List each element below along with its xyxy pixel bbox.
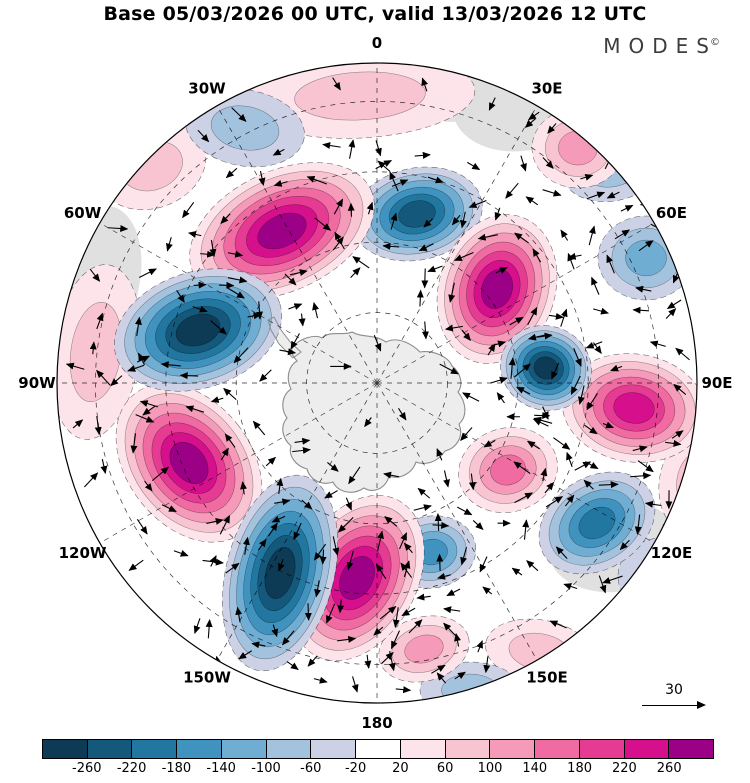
vector-reference-arrow-icon [642,701,706,709]
lon-label-120W: 120W [59,544,107,562]
colorbar-segment [43,740,88,758]
negative-anomaly-center [500,325,592,411]
map-boundary [56,62,698,704]
colorbar-tick-label: 60 [436,761,454,776]
colorbar-tick-label: 220 [611,761,637,776]
colorbar-segment [490,740,536,758]
colorbar-segment [535,740,580,758]
colorbar-segment [624,740,670,758]
anomaly-field [57,63,697,703]
positive-anomaly-center [189,162,375,300]
graticule [57,63,697,703]
colorbar-tick-label: -180 [161,761,192,776]
colorbar-segment [266,740,312,758]
lon-label-90W: 90W [18,374,56,392]
colorbar-tick-label: 260 [656,761,682,776]
colorbar-tick-label: -260 [72,761,102,776]
colorbar-tick-label: 100 [477,761,503,776]
lon-label-60W: 60W [64,204,102,222]
colorbar-segment [177,740,222,758]
lon-label-150E: 150E [526,668,568,686]
antarctic-peninsula-outline [267,316,302,359]
negative-anomaly-center [114,268,282,392]
lon-label-150W: 150W [183,668,231,686]
positive-anomaly-center [115,383,263,543]
page-title: Base 05/03/2026 00 UTC, valid 13/03/2026… [103,3,647,25]
lon-label-90E: 90E [701,374,732,392]
colorbar-tick-label: -220 [116,761,147,776]
positive-anomaly-center [562,353,697,463]
colorbar-tick-label: 180 [567,761,593,776]
polar-anomaly-map: 0 30E 60E 90E 120E 150E 180 150W 120W 90W 60W 30W [18,34,732,732]
colorbar-segment [87,740,133,758]
colorbar-segment [445,740,491,758]
colorbar-segment [132,740,178,758]
wind-vectors [65,77,697,698]
modes-logo-copyright: © [710,37,720,49]
colorbar [42,739,714,759]
colorbar-segment [221,740,267,758]
lon-label-30W: 30W [188,80,226,98]
colorbar-tick-label: -20 [344,761,367,776]
colorbar-segment [356,740,401,758]
positive-anomaly-center [531,107,625,189]
colorbar-tick-label: 140 [522,761,548,776]
arrow-shaft [642,704,697,706]
vector-reference: 30 [642,682,706,709]
map-clip-area [57,63,697,703]
modes-logo-text: MODES [603,34,717,58]
colorbar-tick-labels: -260 -220 -180 -140 -100 -60 -20 20 60 100 140 180 2… [42,761,714,779]
negative-anomaly-center [185,88,305,168]
colorbar-tick-label: 20 [392,761,409,776]
colorbar-tick-label: -60 [300,761,322,776]
lon-label-0: 0 [372,34,382,52]
negative-anomaly-center [222,474,338,672]
lon-label-120E: 120E [651,544,693,562]
colorbar-segment [669,740,714,758]
colorbar-segment [311,740,357,758]
lon-label-60E: 60E [656,204,687,222]
colorbar-tick-label: -100 [251,761,281,776]
lon-label-30E: 30E [531,80,562,98]
positive-anomaly-center [436,214,558,364]
vector-reference-value: 30 [665,682,683,698]
lon-label-180: 180 [361,714,392,732]
negative-anomaly-center [351,166,483,262]
colorbar-tick-label: -140 [206,761,236,776]
modes-logo: MODES© [603,34,720,58]
positive-anomaly-center [57,264,142,440]
positive-anomaly-center [378,615,470,683]
negative-anomaly-center [597,215,695,301]
colorbar-segment [579,740,625,758]
arrow-head [697,701,706,709]
colorbar-segment [400,740,446,758]
antarctica-outline [282,331,466,493]
